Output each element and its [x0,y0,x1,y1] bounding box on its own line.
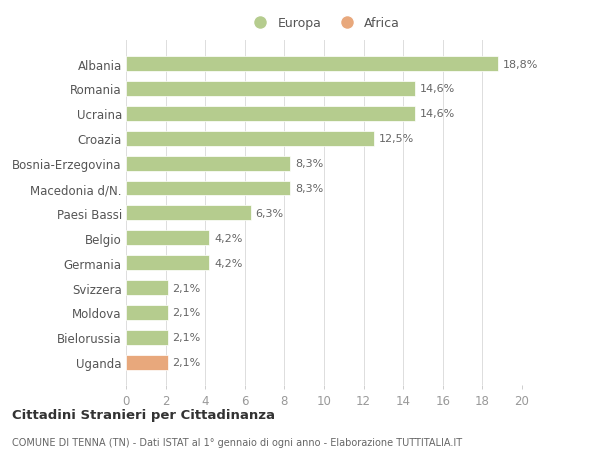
Text: 4,2%: 4,2% [214,233,242,243]
Text: 2,1%: 2,1% [173,358,201,368]
Text: 8,3%: 8,3% [295,184,323,194]
Bar [126,231,209,246]
Bar [126,330,167,345]
Text: 2,1%: 2,1% [173,333,201,342]
Bar [126,355,167,370]
Bar [126,157,290,171]
Bar [126,305,167,320]
Bar [126,181,290,196]
Text: 4,2%: 4,2% [214,258,242,268]
Bar [126,57,498,72]
Text: 2,1%: 2,1% [173,283,201,293]
Bar [126,106,415,122]
Bar [126,131,373,146]
Text: 18,8%: 18,8% [503,59,539,69]
Text: 12,5%: 12,5% [379,134,414,144]
Bar [126,82,415,97]
Bar [126,256,209,270]
Text: 6,3%: 6,3% [256,208,284,218]
Text: 14,6%: 14,6% [420,84,455,94]
Text: 14,6%: 14,6% [420,109,455,119]
Text: Cittadini Stranieri per Cittadinanza: Cittadini Stranieri per Cittadinanza [12,408,275,421]
Legend: Europa, Africa: Europa, Africa [244,13,404,34]
Text: 2,1%: 2,1% [173,308,201,318]
Text: 8,3%: 8,3% [295,159,323,169]
Text: COMUNE DI TENNA (TN) - Dati ISTAT al 1° gennaio di ogni anno - Elaborazione TUTT: COMUNE DI TENNA (TN) - Dati ISTAT al 1° … [12,437,462,447]
Bar [126,206,251,221]
Bar [126,280,167,296]
